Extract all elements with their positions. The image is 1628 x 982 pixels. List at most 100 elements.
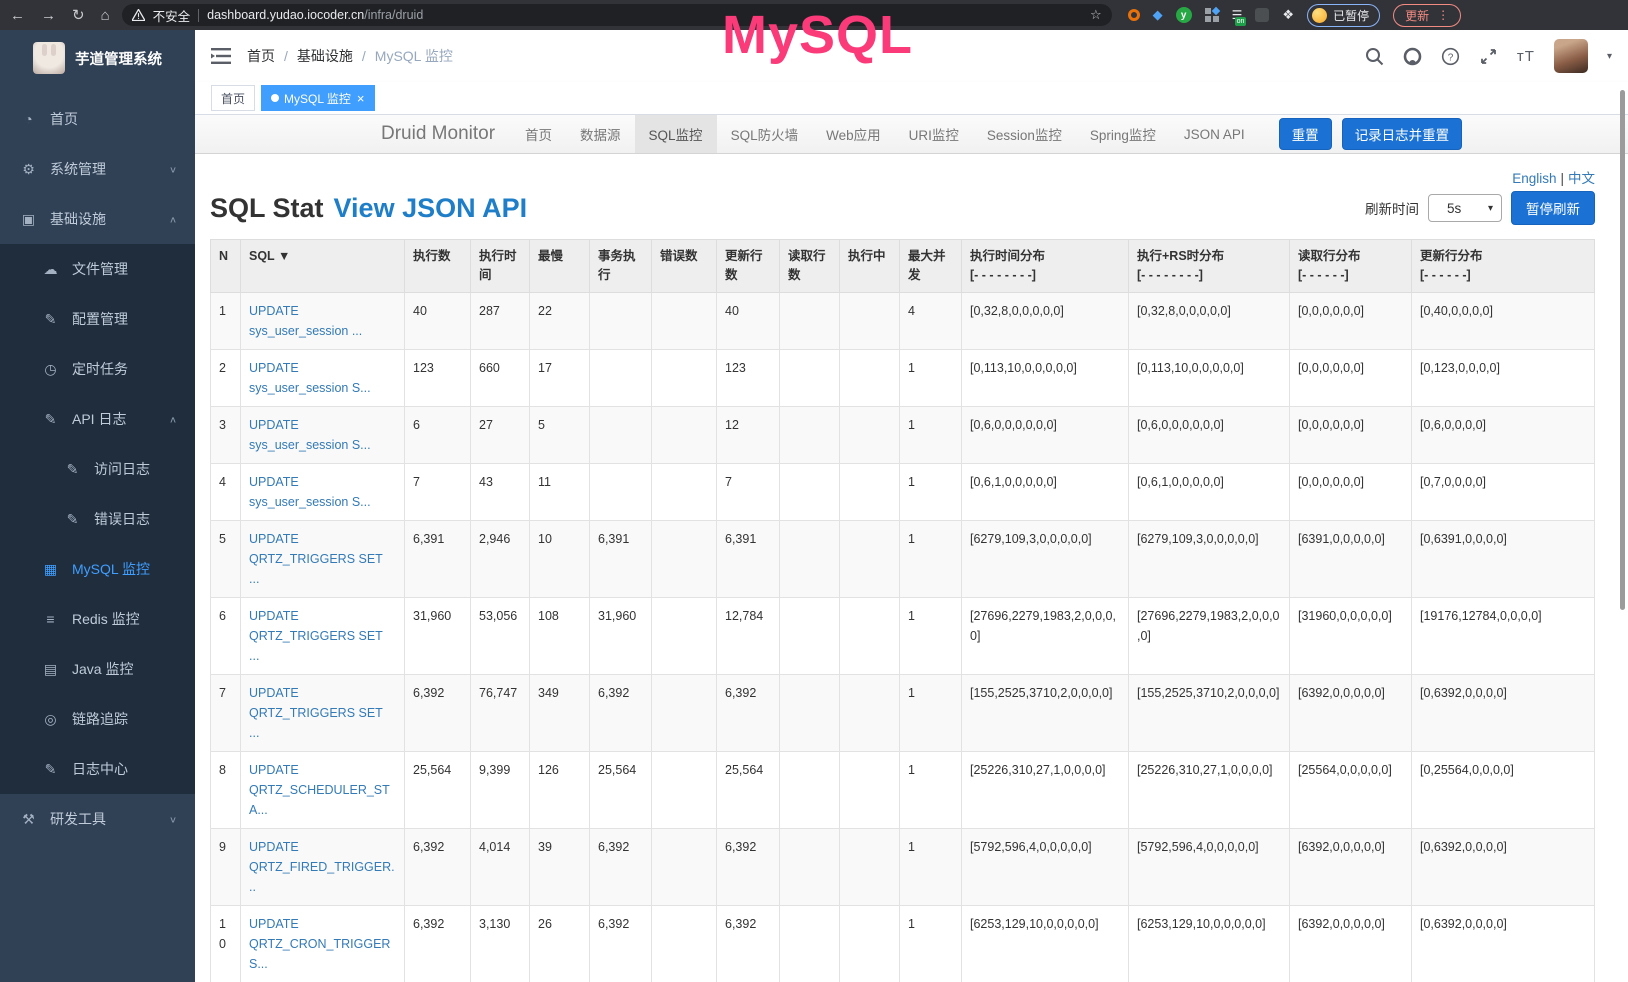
refresh-interval-select[interactable]: 5s ▾ (1428, 194, 1502, 222)
fullscreen-icon[interactable] (1479, 47, 1498, 66)
lang-chinese-link[interactable]: 中文 (1568, 171, 1595, 186)
tab-MySQL 监控[interactable]: MySQL 监控 × (261, 85, 375, 111)
sql-link[interactable]: UPDATE sys_user_session ... (249, 303, 363, 338)
profile-paused-chip[interactable]: 已暂停 (1307, 3, 1381, 27)
sidebar-item-log-center[interactable]: ✎ 日志中心 (0, 744, 195, 794)
breadcrumb-item[interactable]: 首页 (247, 48, 275, 64)
view-json-api-link[interactable]: View JSON API (333, 192, 528, 223)
sidebar-item-job[interactable]: ◷ 定时任务 (0, 344, 195, 394)
extension-grid-icon[interactable] (1204, 6, 1220, 22)
sql-link[interactable]: UPDATE QRTZ_CRON_TRIGGERS... (249, 916, 391, 971)
column-header-SQL[interactable]: SQL ▼ (240, 239, 405, 293)
vertical-scrollbar[interactable] (1620, 90, 1625, 610)
column-header-更新行数[interactable]: 更新行数 (716, 239, 780, 293)
druid-nav-URI监控[interactable]: URI监控 (908, 128, 959, 143)
user-avatar[interactable] (1553, 39, 1588, 73)
column-header-事务执行[interactable]: 事务执行 (589, 239, 652, 293)
back-icon[interactable]: ← (10, 6, 25, 24)
column-header-读取行数[interactable]: 读取行数 (779, 239, 840, 293)
tab-首页[interactable]: 首页 (211, 85, 256, 111)
close-icon[interactable]: × (356, 90, 365, 106)
sidebar-item-access-log[interactable]: ✎ 访问日志 (0, 444, 195, 494)
sidebar-item-error-log[interactable]: ✎ 错误日志 (0, 494, 195, 544)
sql-link[interactable]: UPDATE QRTZ_FIRED_TRIGGER... (249, 839, 395, 894)
druid-nav-Web应用[interactable]: Web应用 (826, 128, 881, 143)
sidebar-item-trace[interactable]: ◎ 链路追踪 (0, 694, 195, 744)
column-header-N[interactable]: N (210, 239, 241, 293)
extension-ring-icon[interactable] (1127, 9, 1140, 21)
sql-link[interactable]: UPDATE QRTZ_SCHEDULER_STA... (249, 762, 390, 817)
cell: [6279,109,3,0,0,0,0,0] (961, 519, 1129, 598)
search-icon[interactable] (1365, 47, 1384, 66)
column-header-执行时间分布[interactable]: 执行时间分布 [- - - - - - - -] (961, 239, 1129, 293)
sidebar-item-file[interactable]: ☁ 文件管理 (0, 244, 195, 294)
help-icon[interactable]: ? (1441, 47, 1460, 66)
breadcrumb-item[interactable]: 基础设施 (296, 48, 353, 64)
sql-link[interactable]: UPDATE QRTZ_TRIGGERS SET ... (249, 685, 383, 740)
druid-nav-数据源[interactable]: 数据源 (580, 128, 621, 143)
cell: 123 (716, 348, 780, 407)
github-icon[interactable] (1403, 47, 1422, 66)
mysql-monitor-icon: ▦ (43, 560, 58, 577)
sidebar-item-devtools[interactable]: ⚒ 研发工具 ∨ (0, 794, 195, 844)
cell: 126 (529, 750, 590, 829)
browser-toolbar: ← → ↻ ⌂ 不安全 dashboard.yudao.iocoder.cn/i… (0, 0, 1628, 30)
chevron-up-icon: ∧ (168, 214, 177, 225)
cell: [25226,310,27,1,0,0,0,0] (961, 750, 1129, 829)
cell: [6392,0,0,0,0,0] (1289, 827, 1412, 906)
browser-update-button[interactable]: 更新 ⋮ (1393, 3, 1462, 27)
column-header-执行+RS时分布[interactable]: 执行+RS时分布 [- - - - - - - -] (1128, 239, 1290, 293)
cell: 39 (529, 827, 590, 906)
column-header-执行时间[interactable]: 执行时间 (470, 239, 530, 293)
log-icon: ✎ (44, 410, 57, 427)
druid-nav-首页[interactable]: 首页 (525, 128, 553, 143)
column-header-错误数[interactable]: 错误数 (651, 239, 717, 293)
sql-link[interactable]: UPDATE sys_user_session S... (249, 417, 371, 452)
home-icon[interactable]: ⌂ (100, 6, 110, 24)
druid-nav-JSON API[interactable]: JSON API (1183, 126, 1245, 142)
column-header-最大并发[interactable]: 最大并发 (899, 239, 962, 293)
avatar-caret-icon[interactable]: ▾ (1606, 50, 1612, 62)
sidebar-item-system[interactable]: ⚙ 系统管理 ∨ (0, 144, 195, 194)
druid-nav-Spring监控[interactable]: Spring监控 (1089, 128, 1156, 143)
sidebar-item-home[interactable]: ◔ 首页 (0, 94, 195, 144)
sql-link[interactable]: UPDATE sys_user_session S... (249, 474, 371, 509)
column-header-最慢[interactable]: 最慢 (529, 239, 590, 293)
column-header-执行数[interactable]: 执行数 (404, 239, 471, 293)
extension-y-icon[interactable]: y (1175, 7, 1192, 23)
column-header-执行中[interactable]: 执行中 (839, 239, 900, 293)
sidebar-item-java[interactable]: ▤ Java 监控 (0, 644, 195, 694)
log-and-reset-button[interactable]: 记录日志并重置 (1341, 118, 1463, 150)
extension-gem-icon[interactable]: ◆ (1152, 7, 1163, 22)
sidebar-item-infra[interactable]: ▣ 基础设施 ∧ (0, 194, 195, 244)
cell: 40 (404, 291, 471, 350)
lang-english-link[interactable]: English (1512, 171, 1557, 186)
reset-button[interactable]: 重置 (1278, 118, 1332, 150)
extensions-puzzle-icon[interactable]: ❖ (1282, 7, 1295, 22)
column-header-label: 事务执行 (598, 249, 636, 282)
extension-list-icon[interactable]: ☰ on (1231, 8, 1247, 26)
druid-nav-SQL监控[interactable]: SQL监控 (634, 115, 717, 153)
browser-menu-icon[interactable]: ⋮ (1437, 8, 1450, 22)
sidebar-item-api-log[interactable]: ✎ API 日志 ∧ (0, 394, 195, 444)
cell: 12 (716, 405, 780, 464)
sql-link[interactable]: UPDATE sys_user_session S... (249, 360, 371, 395)
address-bar[interactable]: 不安全 dashboard.yudao.iocoder.cn/infra/dru… (121, 4, 1112, 26)
hamburger-icon[interactable] (211, 48, 231, 64)
sidebar-item-redis[interactable]: ≡ Redis 监控 (0, 594, 195, 644)
sql-link[interactable]: UPDATE QRTZ_TRIGGERS SET ... (249, 608, 383, 663)
pause-refresh-button[interactable]: 暂停刷新 (1511, 191, 1595, 225)
font-size-icon[interactable]: ᴛT (1516, 47, 1535, 65)
column-header-更新行分布[interactable]: 更新行分布 [- - - - - -] (1411, 239, 1595, 293)
druid-nav-Session监控[interactable]: Session监控 (986, 128, 1062, 143)
cell: [0,0,0,0,0,0] (1289, 348, 1412, 407)
column-header-读取行分布[interactable]: 读取行分布 [- - - - - -] (1289, 239, 1412, 293)
sidebar-item-config[interactable]: ✎ 配置管理 (0, 294, 195, 344)
druid-nav-SQL防火墙[interactable]: SQL防火墙 (730, 128, 799, 143)
extension-dark-icon[interactable] (1255, 8, 1270, 22)
forward-icon[interactable]: → (41, 6, 56, 24)
sidebar-item-mysql[interactable]: ▦ MySQL 监控 (0, 544, 195, 594)
bookmark-star-icon[interactable]: ☆ (1089, 7, 1102, 22)
reload-icon[interactable]: ↻ (72, 6, 85, 24)
sql-link[interactable]: UPDATE QRTZ_TRIGGERS SET ... (249, 531, 383, 586)
